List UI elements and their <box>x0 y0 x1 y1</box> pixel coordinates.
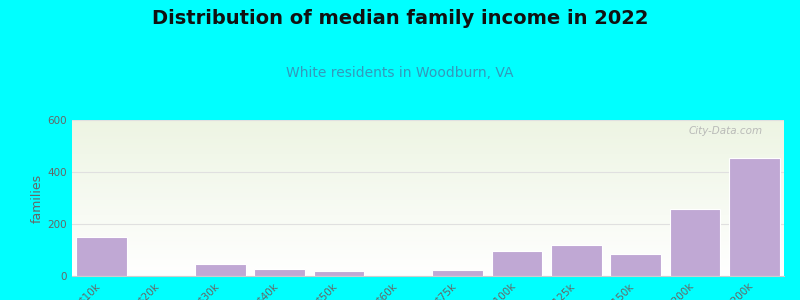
Bar <box>433 269 483 276</box>
Bar <box>254 269 305 276</box>
Text: City-Data.com: City-Data.com <box>689 126 762 136</box>
Bar <box>314 271 364 276</box>
Text: Distribution of median family income in 2022: Distribution of median family income in … <box>152 9 648 28</box>
Bar <box>670 209 720 276</box>
Bar <box>195 264 246 276</box>
Bar <box>610 254 661 276</box>
Text: White residents in Woodburn, VA: White residents in Woodburn, VA <box>286 66 514 80</box>
Bar <box>729 158 779 276</box>
Y-axis label: families: families <box>30 173 43 223</box>
Bar <box>77 237 127 276</box>
Bar <box>551 245 602 276</box>
Bar <box>492 251 542 276</box>
